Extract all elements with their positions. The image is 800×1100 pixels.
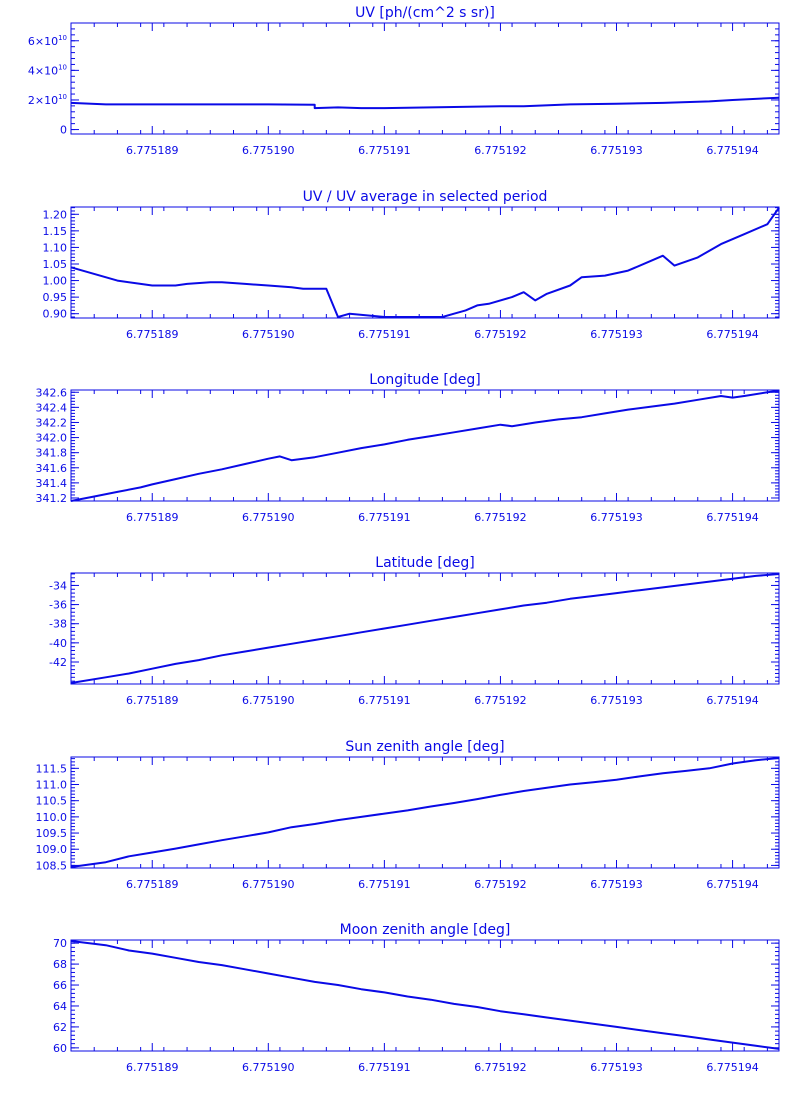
x-tick-label: 6.775192 [474, 511, 527, 524]
y-tick-label: -38 [49, 618, 67, 631]
chart-title: UV [ph/(cm^2 s sr)] [355, 5, 495, 21]
y-tick-label: 110.5 [36, 795, 68, 808]
y-tick-label: 60 [53, 1042, 67, 1055]
x-tick-label: 6.775194 [706, 511, 759, 524]
x-tick-label: 6.775189 [126, 1061, 179, 1074]
y-tick-label: 0.90 [43, 308, 68, 321]
series-line [70, 96, 780, 110]
x-tick-label: 6.775194 [706, 1061, 759, 1074]
series-line [70, 573, 780, 684]
x-tick-label: 6.775190 [242, 511, 295, 524]
chart-panel-5: Sun zenith angle [deg] 6.775189 6.775190 6.… [36, 739, 780, 891]
x-tick-label: 6.775193 [590, 1061, 643, 1074]
x-tick-label: 6.775192 [474, 328, 527, 341]
x-tick-label: 6.775194 [706, 878, 759, 891]
x-tick-label: 6.775191 [358, 511, 411, 524]
y-tick-label: 111.0 [36, 779, 68, 792]
x-tick-label: 6.775192 [474, 694, 527, 707]
x-tick-label: 6.775193 [590, 328, 643, 341]
y-tick-label: 342.4 [36, 401, 68, 414]
y-tick-label: 68 [53, 958, 67, 971]
chart-panel-1: UV [ph/(cm^2 s sr)] 6.775189 6.775190 6.775… [28, 5, 780, 157]
y-tick-label: 341.8 [36, 447, 68, 460]
y-tick-label: 111.5 [36, 762, 68, 775]
x-tick-label: 6.775194 [706, 694, 759, 707]
x-tick-label: 6.775191 [358, 878, 411, 891]
chart-panel-6: Moon zenith angle [deg] 6.775189 6.775190 6… [53, 922, 780, 1074]
chart-title: Latitude [deg] [375, 555, 474, 571]
plot-frame [70, 389, 780, 502]
x-tick-label: 6.775191 [358, 144, 411, 157]
x-tick-label: 6.775192 [474, 144, 527, 157]
y-tick-label: 62 [53, 1021, 67, 1034]
y-tick-label: 342.2 [36, 416, 68, 429]
y-tick-label: 1.00 [43, 275, 68, 288]
y-tick-label: 70 [53, 937, 67, 950]
y-tick-label: -40 [49, 637, 67, 650]
x-tick-label: 6.775193 [590, 144, 643, 157]
chart-title: UV / UV average in selected period [303, 189, 548, 205]
x-tick-label: 6.775194 [706, 144, 759, 157]
x-tick-label: 6.775189 [126, 144, 179, 157]
x-tick-label: 6.775193 [590, 511, 643, 524]
plot-frame [70, 22, 780, 135]
x-tick-label: 6.775191 [358, 694, 411, 707]
y-tick-label: -36 [49, 599, 67, 612]
series-line [70, 757, 780, 868]
plot-frame [70, 939, 780, 1052]
x-tick-label: 6.775192 [474, 878, 527, 891]
chart-title: Longitude [deg] [369, 372, 480, 388]
x-tick-label: 6.775189 [126, 878, 179, 891]
series-line [70, 940, 780, 1050]
chart-panel-4: Latitude [deg] 6.775189 6.775190 6.775191 6.… [49, 555, 780, 707]
y-tick-label: 64 [53, 1000, 67, 1013]
plot-frame [70, 206, 780, 319]
y-tick-label: 108.5 [36, 859, 68, 872]
y-tick-label: 2×1010 [28, 93, 67, 107]
y-tick-label: 109.0 [36, 843, 68, 856]
y-tick-label: -34 [49, 579, 67, 592]
y-tick-label: 341.6 [36, 462, 68, 475]
x-tick-label: 6.775192 [474, 1061, 527, 1074]
y-tick-label: 109.5 [36, 827, 68, 840]
y-tick-label: 342.6 [36, 386, 68, 399]
x-tick-label: 6.775189 [126, 511, 179, 524]
x-tick-label: 6.775191 [358, 328, 411, 341]
y-tick-label: 342.0 [36, 432, 68, 445]
y-tick-label: 341.4 [36, 477, 68, 490]
x-tick-label: 6.775193 [590, 694, 643, 707]
y-tick-label: 66 [53, 979, 67, 992]
x-tick-label: 6.775191 [358, 1061, 411, 1074]
y-tick-label: 1.15 [43, 225, 68, 238]
x-tick-label: 6.775190 [242, 694, 295, 707]
y-tick-label: 1.20 [43, 208, 68, 221]
x-tick-label: 6.775189 [126, 694, 179, 707]
y-tick-label: 0.95 [43, 291, 68, 304]
y-tick-label: 0 [60, 124, 67, 137]
series-line [70, 207, 780, 318]
plot-frame [70, 756, 780, 869]
y-tick-label: 1.05 [43, 258, 68, 271]
y-tick-label: -42 [49, 656, 67, 669]
x-tick-label: 6.775189 [126, 328, 179, 341]
chart-panel-3: Longitude [deg] 6.775189 6.775190 6.775191 6… [36, 372, 780, 524]
y-tick-label: 341.2 [36, 492, 68, 505]
chart-title: Sun zenith angle [deg] [345, 739, 504, 755]
x-tick-label: 6.775190 [242, 144, 295, 157]
x-tick-label: 6.775193 [590, 878, 643, 891]
y-tick-label: 4×1010 [28, 63, 67, 77]
x-tick-label: 6.775190 [242, 1061, 295, 1074]
y-tick-label: 110.0 [36, 811, 68, 824]
x-tick-label: 6.775194 [706, 328, 759, 341]
x-tick-label: 6.775190 [242, 328, 295, 341]
chart-title: Moon zenith angle [deg] [340, 922, 511, 938]
series-line [70, 389, 780, 502]
plot-frame [70, 572, 780, 685]
y-tick-label: 1.10 [43, 241, 68, 254]
x-tick-label: 6.775190 [242, 878, 295, 891]
chart-panel-2: UV / UV average in selected period 6.7751… [43, 189, 780, 341]
y-tick-label: 6×1010 [28, 34, 67, 48]
